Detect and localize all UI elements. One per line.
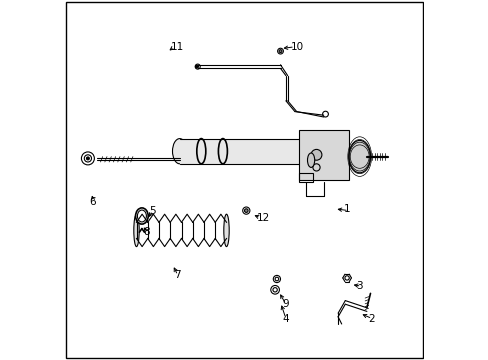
Circle shape <box>273 275 280 283</box>
Circle shape <box>244 209 247 212</box>
Text: 10: 10 <box>291 42 304 52</box>
Text: 1: 1 <box>343 204 349 214</box>
Ellipse shape <box>172 139 186 164</box>
Bar <box>298 173 312 182</box>
Text: 11: 11 <box>170 42 183 52</box>
Ellipse shape <box>307 153 314 167</box>
Circle shape <box>270 285 279 294</box>
Text: 9: 9 <box>282 299 288 309</box>
Bar <box>298 130 348 180</box>
Text: 12: 12 <box>257 213 270 223</box>
Text: 5: 5 <box>149 206 155 216</box>
Text: 6: 6 <box>89 197 96 207</box>
Ellipse shape <box>134 214 139 247</box>
Circle shape <box>242 207 249 214</box>
Circle shape <box>310 149 321 160</box>
Ellipse shape <box>224 214 229 247</box>
Text: 3: 3 <box>355 281 362 291</box>
Text: 4: 4 <box>282 314 288 324</box>
Text: 8: 8 <box>143 227 150 237</box>
Ellipse shape <box>348 140 370 173</box>
Circle shape <box>279 50 282 53</box>
Ellipse shape <box>135 208 148 224</box>
Text: 2: 2 <box>368 314 375 324</box>
Circle shape <box>195 65 198 68</box>
Circle shape <box>86 157 89 160</box>
Text: 7: 7 <box>174 270 181 280</box>
Circle shape <box>322 111 328 117</box>
Circle shape <box>81 152 94 165</box>
Bar <box>179 139 298 164</box>
